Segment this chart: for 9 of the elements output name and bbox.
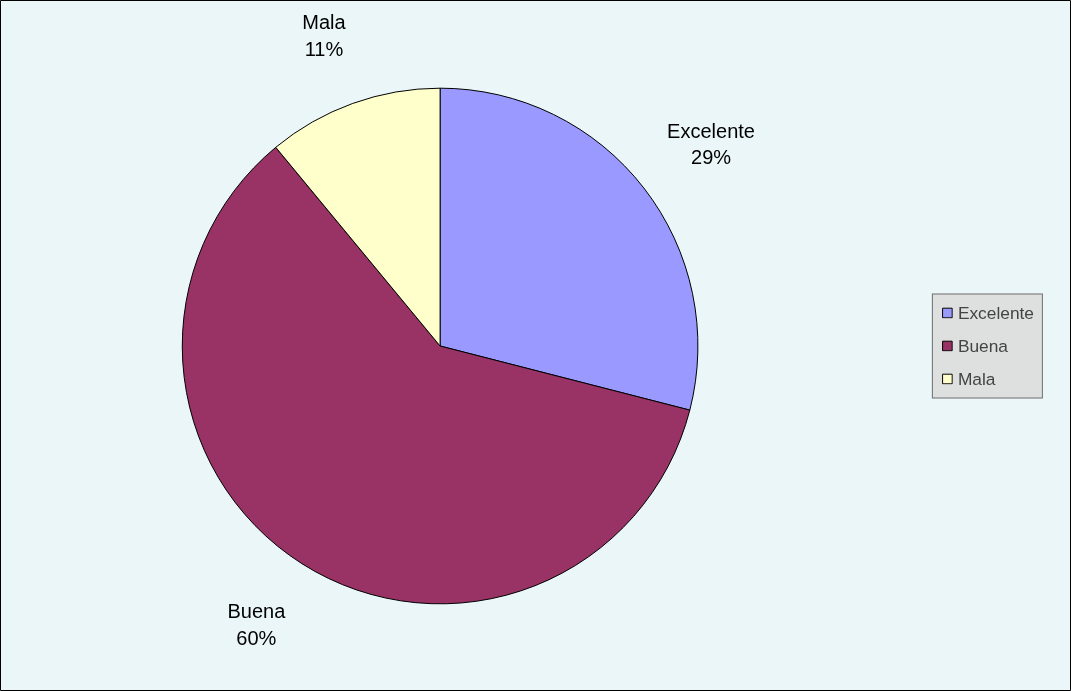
legend-label: Mala — [957, 368, 996, 389]
slice-label: Mala — [302, 11, 347, 34]
slice-label: Buena — [227, 600, 287, 623]
data-label: 11% — [304, 37, 344, 60]
data-label: 29% — [691, 145, 732, 168]
legend-label: Excelente — [957, 302, 1034, 323]
data-label: 60% — [236, 626, 277, 649]
slice-label: Excelente — [667, 119, 755, 142]
legend-label: Buena — [957, 335, 1008, 356]
